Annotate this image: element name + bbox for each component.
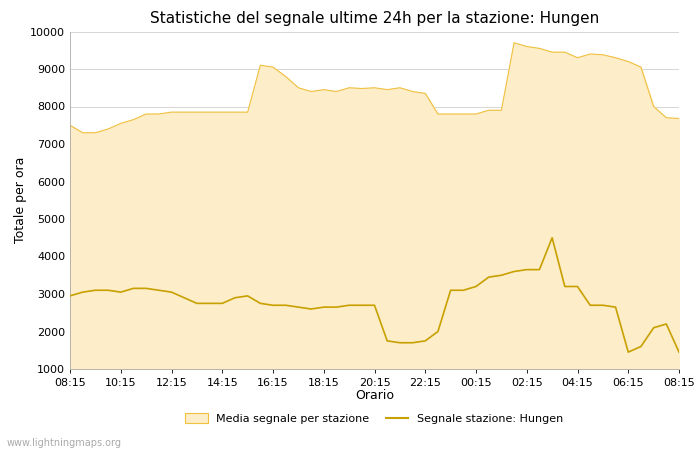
Title: Statistiche del segnale ultime 24h per la stazione: Hungen: Statistiche del segnale ultime 24h per l… bbox=[150, 11, 599, 26]
Legend: Media segnale per stazione, Segnale stazione: Hungen: Media segnale per stazione, Segnale staz… bbox=[186, 414, 564, 424]
X-axis label: Orario: Orario bbox=[355, 389, 394, 402]
Text: www.lightningmaps.org: www.lightningmaps.org bbox=[7, 438, 122, 448]
Y-axis label: Totale per ora: Totale per ora bbox=[15, 157, 27, 243]
